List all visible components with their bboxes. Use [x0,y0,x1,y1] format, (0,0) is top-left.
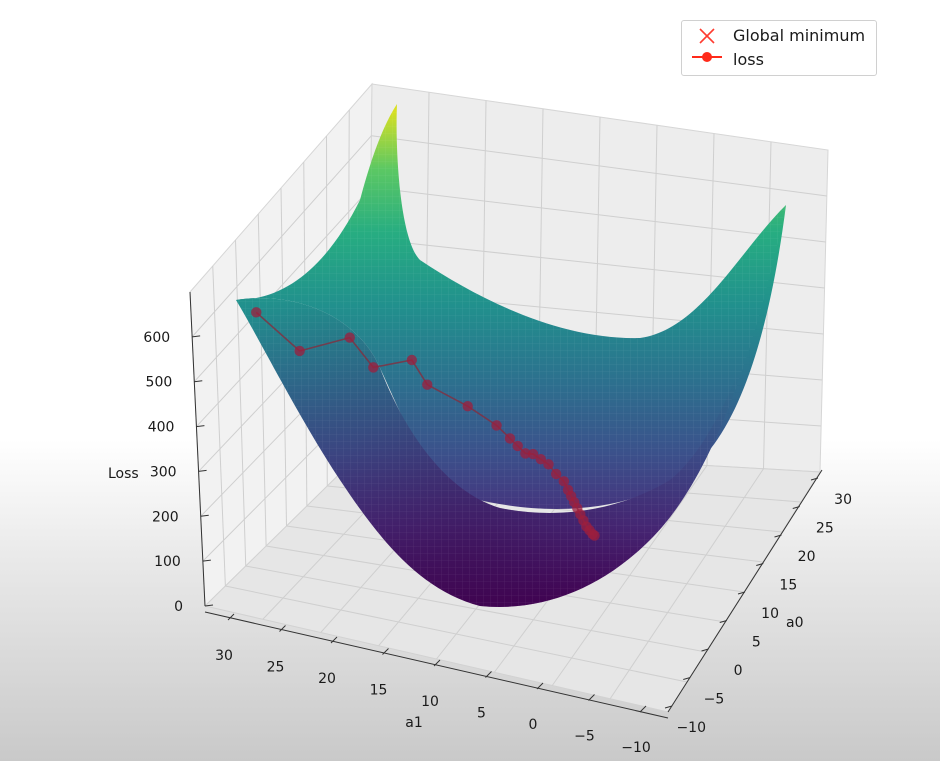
loss-tick-mark [204,604,214,607]
a0-tick-mark [683,677,691,680]
surface-mesh [236,104,786,607]
a0-tick-mark [792,506,800,509]
loss-path-point [422,379,433,390]
a1-tick-mark [433,659,441,667]
a0-tick-mark [719,620,727,623]
a1-tick-label: 30 [215,648,233,664]
a0-tick-mark [664,705,673,709]
a0-tick-label: 5 [752,635,761,651]
loss-path-point [543,459,554,470]
loss-tick-label: 200 [152,509,179,525]
loss-path-point [504,433,516,444]
a0-tick-mark [810,477,819,481]
loss-axis-title: Loss [108,466,139,482]
loss-path [251,307,600,541]
a1-tick-label: 0 [529,717,538,733]
a1-tick-mark [330,636,338,644]
loss-tick-label: 100 [154,554,181,570]
a1-tick-label: −5 [574,729,595,745]
loss-path-point [550,468,562,480]
loss-path-point [535,453,546,465]
loss-axis: 0 100 200 300 400 500 600 Loss [108,291,214,615]
legend-entry-global-minimum: Global minimum [682,24,876,48]
x-marker-icon [699,28,715,44]
loss-path-point [251,307,262,318]
a1-tick-mark [639,705,647,713]
a0-tick-label: 20 [798,549,816,565]
loss-path-point [294,345,305,357]
a0-axis-title: a0 [786,615,804,631]
legend-entry-loss: loss [682,48,876,72]
a0-tick-mark [701,648,709,652]
loss-tick-mark [198,469,207,472]
loss-tick-label: 0 [174,599,183,615]
loss-tick-mark [196,425,205,428]
a0-tick-label: 10 [761,606,779,622]
loss-path-point [406,354,418,366]
loss-path-point [520,448,531,459]
a0-tick-mark [774,534,782,538]
a0-tick-label: 25 [816,521,834,537]
loss-path-point [527,448,539,460]
a1-tick-label: −10 [621,740,651,756]
loss-tick-mark [202,559,211,562]
a1-tick-mark [279,625,286,632]
loss-path-point [462,400,473,412]
a0-tick-label: 15 [779,578,797,594]
loss-tick-mark [192,335,201,338]
legend: Global minimum loss [681,20,877,76]
loss-path-point [558,476,570,487]
a0-tick-label: −5 [704,692,725,708]
a1-tick-mark [536,682,544,690]
a1-axis-title: a1 [405,715,423,731]
loss-path-point [512,440,523,452]
line-dot-marker-icon [692,52,722,62]
loss-path-point [368,362,379,373]
a1-tick-label: 15 [370,683,388,699]
loss-tick-label: 600 [143,330,170,346]
loss-path-point [344,332,355,343]
a1-tick-mark [485,671,492,678]
a1-tick-mark [382,648,389,655]
loss-tick-mark [200,514,209,517]
a0-tick-mark [737,591,746,595]
a0-tick-label: 30 [834,492,852,508]
a0-tick-label: 0 [734,663,743,679]
a1-tick-label: 20 [318,671,336,687]
a1-axis: 30 25 20 15 10 5 0 −5 −10 a1 [204,611,669,756]
loss-tick-label: 300 [150,464,177,480]
loss-tick-label: 400 [148,420,175,436]
loss-path-point [589,530,600,541]
a0-tick-mark [756,563,764,566]
a1-tick-label: 5 [477,706,486,722]
a1-tick-label: 25 [267,660,285,676]
a1-tick-mark [227,613,235,621]
legend-label-global-minimum: Global minimum [733,26,866,45]
a1-tick-label: 10 [421,694,439,710]
loss-tick-label: 500 [146,375,173,391]
loss-path-point [491,420,502,431]
legend-label-loss: loss [733,50,764,69]
a1-tick-mark [588,694,595,701]
a0-tick-label: −10 [676,720,706,736]
loss-tick-mark [194,380,203,383]
loss-surface [236,104,786,607]
